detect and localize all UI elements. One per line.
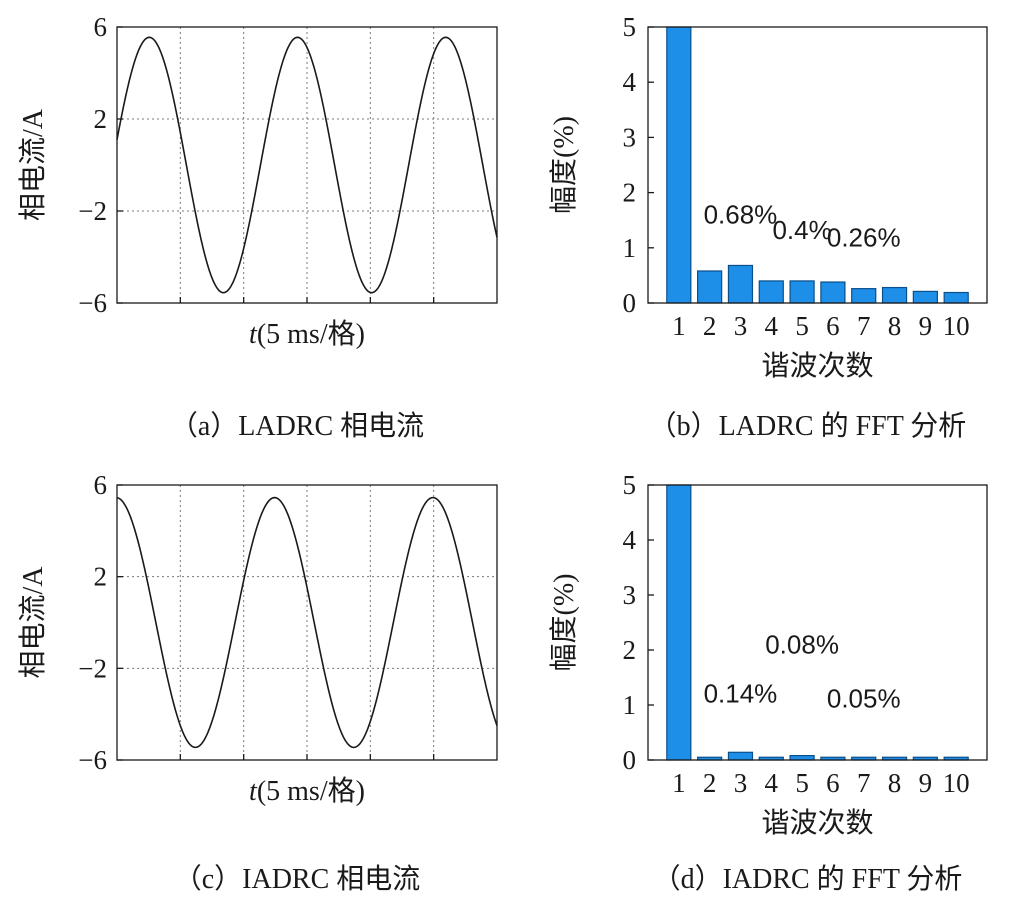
x-tick-label: 5 (795, 311, 809, 341)
y-tick-label: 3 (623, 122, 637, 152)
x-tick-label: 7 (857, 311, 871, 341)
y-tick-label: 0 (623, 745, 637, 775)
y-axis-label: 相电流/A (17, 108, 49, 221)
x-tick-label: 10 (943, 768, 970, 798)
panel-a: 6 2 −2 −6 相电流/A t(5 ms/格) （a）LADRC 相电流 (17, 12, 498, 442)
y-tick-label: 2 (623, 178, 637, 208)
bar-harmonic-2 (697, 270, 723, 304)
x-tick-label: 2 (703, 768, 717, 798)
x-tick-label: 1 (672, 311, 686, 341)
x-axis-label-unit: (5 ms/格) (257, 318, 365, 350)
current-waveform-line (116, 496, 498, 749)
plot-frame (116, 484, 498, 761)
y-tick-label: 2 (94, 562, 108, 592)
y-tick-label: −6 (78, 288, 107, 318)
data-label-annotation: 0.05% (827, 683, 901, 713)
panel-caption: （c）IADRC 相电流 (174, 863, 421, 895)
data-label-annotation: 0.14% (704, 678, 778, 708)
x-tick-label: 10 (943, 311, 970, 341)
data-label-annotation: 0.4% (772, 215, 831, 245)
y-tick-label: 0 (623, 288, 637, 318)
bar-harmonic-3 (727, 264, 754, 304)
bar-harmonic-5 (789, 754, 815, 761)
x-axis-label-variable: t (249, 776, 258, 807)
y-tick-label: 1 (623, 233, 637, 263)
x-tick-label: 3 (734, 768, 748, 798)
y-tick-label: 4 (623, 67, 637, 97)
y-axis-label: 相电流/A (17, 566, 49, 679)
y-tick-label: −2 (78, 196, 107, 226)
x-tick-label: 8 (888, 768, 902, 798)
x-axis-label-unit: (5 ms/格) (257, 775, 365, 807)
x-tick-label: 9 (919, 311, 933, 341)
data-label-annotation: 0.68% (704, 199, 778, 229)
bar-harmonic-7 (851, 288, 877, 304)
x-tick-label: 6 (826, 311, 840, 341)
y-tick-label: 1 (623, 690, 637, 720)
plot-frame (647, 26, 988, 304)
x-tick-label: 4 (765, 768, 779, 798)
y-tick-label: −6 (78, 745, 107, 775)
bar-harmonic-10 (943, 291, 969, 304)
y-axis-label: 幅度(%) (548, 116, 580, 214)
y-tick-label: 5 (623, 12, 637, 42)
bar-harmonic-3 (727, 751, 754, 761)
x-tick-label: 1 (672, 768, 686, 798)
x-tick-label: 8 (888, 311, 902, 341)
data-label-annotation: 0.08% (765, 630, 839, 660)
current-waveform-line (116, 36, 498, 294)
x-axis-label: 谐波次数 (761, 807, 873, 839)
x-axis-label: t(5 ms/格) (249, 775, 365, 807)
plot-frame (647, 484, 988, 761)
y-tick-label: 4 (623, 525, 637, 555)
y-tick-label: 2 (94, 104, 108, 134)
data-label-annotation: 0.26% (827, 223, 901, 253)
bar-harmonic-1 (666, 484, 692, 761)
panel-c: 6 2 −2 −6 相电流/A t(5 ms/格) （c）IADRC 相电流 (17, 470, 498, 895)
bar-harmonic-9 (912, 290, 938, 304)
bar-harmonic-1 (666, 26, 692, 304)
panel-caption: （b）LADRC 的 FFT 分析 (649, 410, 967, 442)
x-tick-label: 7 (857, 768, 871, 798)
x-tick-label: 9 (919, 768, 933, 798)
x-tick-label: 6 (826, 768, 840, 798)
y-axis-label: 幅度(%) (548, 574, 580, 672)
x-tick-label: 2 (703, 311, 717, 341)
plot-frame (116, 26, 498, 304)
x-axis-label-variable: t (249, 319, 258, 350)
y-tick-label: 5 (623, 470, 637, 500)
x-tick-label: 3 (734, 311, 748, 341)
y-tick-label: 6 (94, 12, 108, 42)
y-tick-label: −2 (78, 653, 107, 683)
x-axis-label: t(5 ms/格) (249, 318, 365, 350)
y-tick-label: 6 (94, 470, 108, 500)
bar-harmonic-6 (820, 281, 846, 304)
bar-harmonic-8 (881, 286, 908, 304)
panel-caption: （a）LADRC 相电流 (170, 410, 424, 442)
y-tick-label: 2 (623, 635, 637, 665)
bar-harmonic-5 (789, 280, 815, 304)
x-tick-label: 5 (795, 768, 809, 798)
y-tick-label: 3 (623, 580, 637, 610)
x-tick-label: 4 (765, 311, 779, 341)
panel-caption: （d）IADRC 的 FFT 分析 (653, 863, 963, 895)
x-axis-label: 谐波次数 (761, 350, 873, 382)
bar-harmonic-4 (758, 280, 784, 304)
